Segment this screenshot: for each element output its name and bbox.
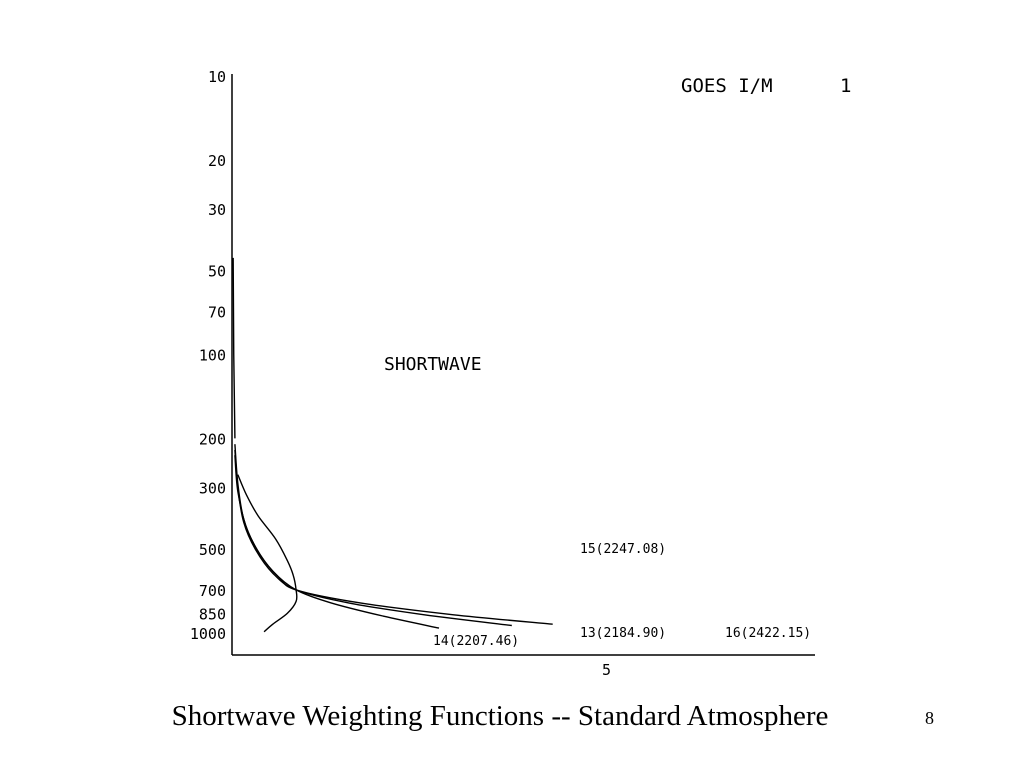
series-label-1: 15(2247.08) (580, 542, 666, 557)
series-label-2: 14(2207.46) (433, 634, 519, 649)
x-tick-labels: 5 (602, 661, 611, 679)
y-tick-label-50: 50 (208, 263, 226, 281)
chart-axes (231, 74, 815, 656)
series-line-1 (237, 474, 298, 633)
chart-annotation: SHORTWAVE (384, 354, 482, 375)
series-upper-tail (232, 257, 236, 439)
y-tick-labels: 10 20 30 50 70 100 200 300 500 700 850 1000 (190, 68, 226, 643)
y-tick-label-850: 850 (199, 605, 226, 623)
y-tick-label-10: 10 (208, 68, 226, 86)
y-tick-label-100: 100 (199, 347, 226, 365)
chart-title: GOES I/M (681, 75, 773, 97)
weighting-function-chart: 10 20 30 50 70 100 200 300 500 700 850 1000 5 15(22… (190, 68, 852, 679)
series-line-3 (234, 449, 512, 627)
y-tick-label-70: 70 (208, 303, 226, 321)
y-tick-label-300: 300 (199, 479, 226, 497)
x-tick-label-5: 5 (602, 661, 611, 679)
series-line-4 (234, 455, 553, 625)
chart-title-suffix: 1 (840, 75, 851, 97)
y-tick-label-700: 700 (199, 582, 226, 600)
page-number: 8 (925, 708, 934, 728)
y-tick-label-20: 20 (208, 152, 226, 170)
series-label-4: 16(2422.15) (725, 626, 811, 641)
slide-caption: Shortwave Weighting Functions -- Standar… (171, 700, 829, 732)
y-tick-label-200: 200 (199, 430, 226, 448)
series-lines (232, 257, 553, 633)
y-tick-label-500: 500 (199, 541, 226, 559)
series-label-3: 13(2184.90) (580, 626, 666, 641)
y-tick-label-1000: 1000 (190, 625, 226, 643)
series-labels: 15(2247.08) 14(2207.46) 13(2184.90) 16(2422… (433, 542, 811, 649)
y-tick-label-30: 30 (208, 201, 226, 219)
